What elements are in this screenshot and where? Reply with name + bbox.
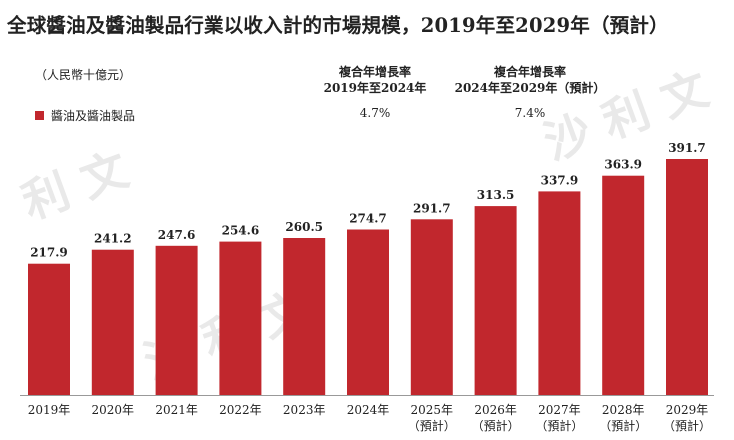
bar <box>538 191 581 395</box>
x-tick-label: （預計） <box>472 418 520 433</box>
bar-value-label: 241.2 <box>94 232 132 246</box>
x-tick-label: 2028年 <box>602 403 645 417</box>
x-tick-label: 2024年 <box>347 403 390 417</box>
x-tick-label: 2026年 <box>474 403 517 417</box>
bar-value-label: 363.9 <box>604 158 642 172</box>
bar-value-label: 313.5 <box>477 188 515 202</box>
bar-value-label: 254.6 <box>222 224 260 238</box>
x-tick-label: 2029年 <box>666 403 709 417</box>
bar <box>602 175 645 395</box>
bar <box>347 229 389 395</box>
legend: 醬油及醬油製品 <box>35 107 135 124</box>
x-tick-label: （預計） <box>663 418 711 433</box>
x-tick-label: （預計） <box>408 418 456 433</box>
cagr-header-1-line2: 2019年至2024年 <box>323 81 427 95</box>
x-tick-label: （預計） <box>535 418 583 433</box>
cagr-header-2-line1: 複合年增長率 <box>493 65 566 79</box>
cagr-header-2: 複合年增長率 2024年至2029年（預計） <box>440 64 620 96</box>
legend-swatch <box>35 111 44 120</box>
cagr-header-1-line1: 複合年增長率 <box>338 65 411 79</box>
x-tick-label: 2023年 <box>283 403 326 417</box>
chart-title: 全球醬油及醬油製品行業以收入計的市場規模，2019年至2029年（預計） <box>7 14 669 37</box>
x-tick-label: 2021年 <box>155 403 198 417</box>
bar-value-label: 217.9 <box>30 246 68 260</box>
cagr-header-1: 複合年增長率 2019年至2024年 <box>310 64 440 96</box>
bar-value-label: 337.9 <box>541 173 579 187</box>
bar <box>91 249 134 395</box>
cagr-header-2-line2: 2024年至2029年（預計） <box>454 81 606 95</box>
bar <box>474 206 517 395</box>
bar <box>219 241 262 395</box>
cagr-value-2: 7.4% <box>514 106 546 120</box>
bar-value-label: 391.7 <box>668 141 706 155</box>
x-tick-label: 2022年 <box>219 403 262 417</box>
x-tick-label: 2019年 <box>28 403 71 417</box>
bar-value-label: 247.6 <box>158 228 196 242</box>
bar-value-label: 260.5 <box>285 220 323 234</box>
bar <box>28 263 70 395</box>
bar <box>666 159 708 395</box>
cagr-value-1: 4.7% <box>359 106 391 120</box>
bar <box>410 219 453 395</box>
x-tick-label: 2027年 <box>538 403 581 417</box>
x-tick-label: 2020年 <box>92 403 135 417</box>
bar-value-label: 291.7 <box>413 201 451 215</box>
unit-label: （人民幣十億元） <box>35 68 132 82</box>
bar <box>283 238 326 395</box>
x-tick-label: 2025年 <box>411 403 454 417</box>
bar <box>155 245 198 395</box>
x-tick-label: （預計） <box>599 418 647 433</box>
legend-label: 醬油及醬油製品 <box>51 109 136 123</box>
bar-value-label: 274.7 <box>349 212 387 226</box>
